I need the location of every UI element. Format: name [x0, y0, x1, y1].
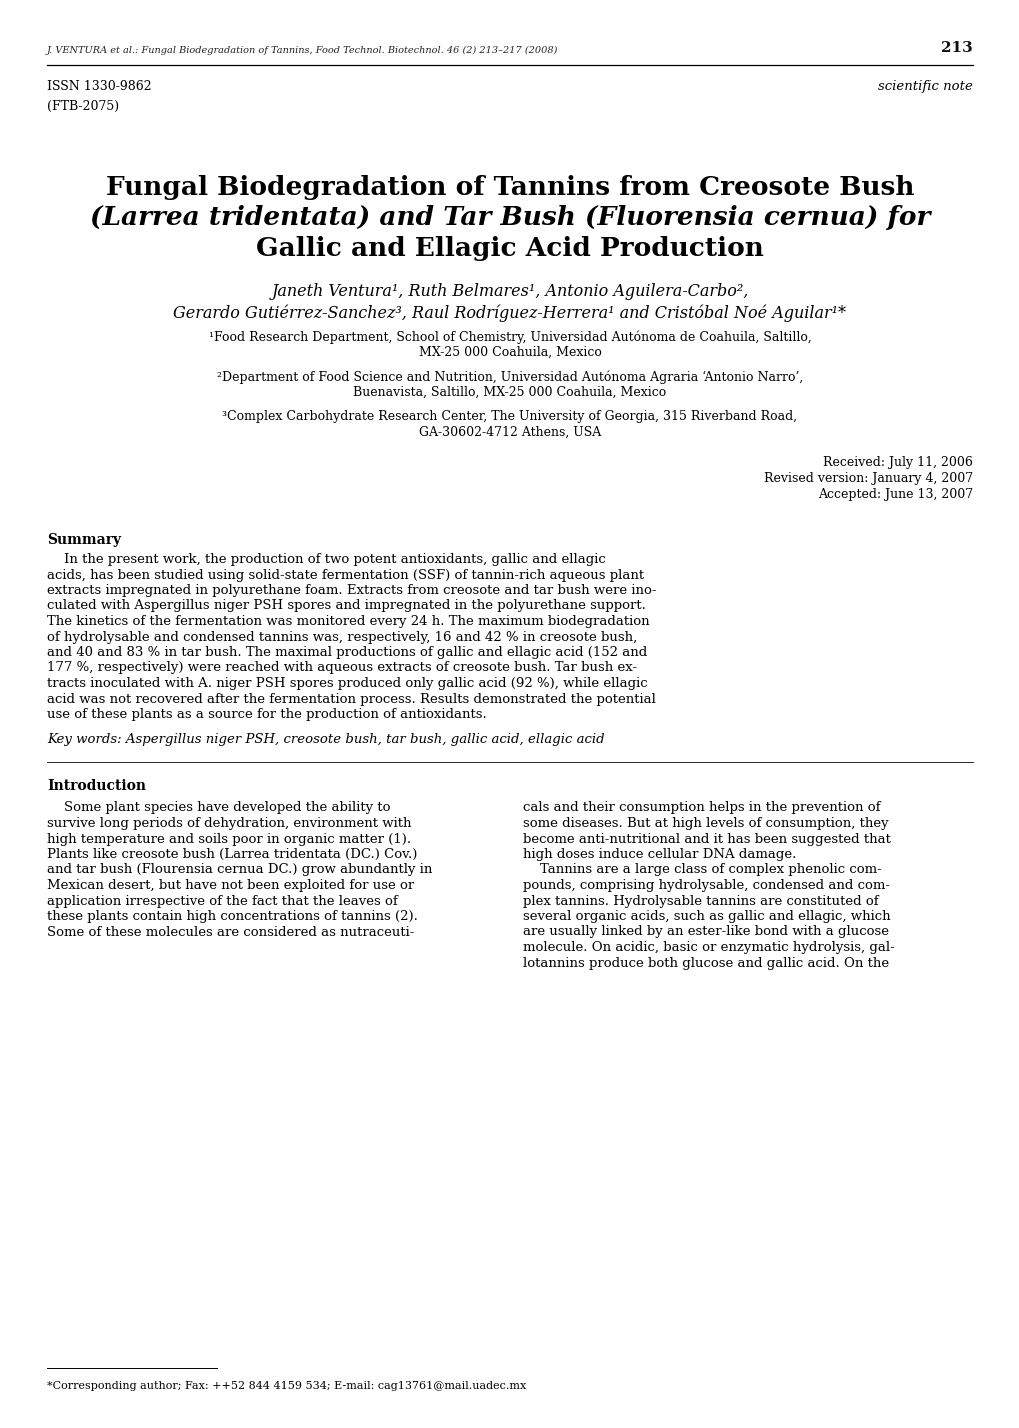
- Text: Gerardo Gutiérrez-Sanchez³, Raul Rodríguez-Herrera¹ and Cristóbal Noé Aguilar¹*: Gerardo Gutiérrez-Sanchez³, Raul Rodrígu…: [173, 304, 846, 321]
- Text: J. VENTURA et al.: Fungal Biodegradation of Tannins, Food Technol. Biotechnol. 4: J. VENTURA et al.: Fungal Biodegradation…: [47, 46, 557, 56]
- Text: Fungal Biodegradation of Tannins from Creosote Bush: Fungal Biodegradation of Tannins from Cr…: [106, 176, 913, 200]
- Text: (​Larrea tridentata​) and Tar Bush (​Fluorensia cernua​) for: (​Larrea tridentata​) and Tar Bush (​Flu…: [90, 206, 929, 230]
- Text: extracts impregnated in polyurethane foam. Extracts from creosote and tar bush w: extracts impregnated in polyurethane foa…: [47, 584, 656, 597]
- Text: high doses induce cellular DNA damage.: high doses induce cellular DNA damage.: [523, 848, 796, 861]
- Text: GA-30602-4712 Athens, USA: GA-30602-4712 Athens, USA: [419, 426, 600, 438]
- Text: ISSN 1330-9862: ISSN 1330-9862: [47, 80, 152, 93]
- Text: Received: July 11, 2006: Received: July 11, 2006: [822, 456, 972, 468]
- Text: pounds, comprising hydrolysable, condensed and com-: pounds, comprising hydrolysable, condens…: [523, 880, 890, 892]
- Text: Revised version: January 4, 2007: Revised version: January 4, 2007: [763, 473, 972, 486]
- Text: of hydrolysable and condensed tannins was, respectively, 16 and 42 % in creosote: of hydrolysable and condensed tannins wa…: [47, 631, 637, 644]
- Text: scientific note: scientific note: [877, 80, 972, 93]
- Text: Mexican desert, but have not been exploited for use or: Mexican desert, but have not been exploi…: [47, 880, 414, 892]
- Text: Some of these molecules are considered as nutraceuti-: Some of these molecules are considered a…: [47, 925, 414, 938]
- Text: Introduction: Introduction: [47, 780, 146, 794]
- Text: ¹Food Research Department, School of Chemistry, Universidad Autónoma de Coahuila: ¹Food Research Department, School of Che…: [209, 330, 810, 344]
- Text: MX-25 000 Coahuila, Mexico: MX-25 000 Coahuila, Mexico: [418, 346, 601, 358]
- Text: and tar bush (Flourensia cernua DC.) grow abundantly in: and tar bush (Flourensia cernua DC.) gro…: [47, 864, 432, 877]
- Text: Key words: Aspergillus niger PSH, creosote bush, tar bush, gallic acid, ellagic : Key words: Aspergillus niger PSH, creoso…: [47, 734, 604, 747]
- Text: acids, has been studied using solid-state fermentation (SSF) of tannin-rich aque: acids, has been studied using solid-stat…: [47, 568, 643, 581]
- Text: Some plant species have developed the ability to: Some plant species have developed the ab…: [47, 801, 390, 814]
- Text: several organic acids, such as gallic and ellagic, which: several organic acids, such as gallic an…: [523, 910, 890, 922]
- Text: The kinetics of the fermentation was monitored every 24 h. The maximum biodegrad: The kinetics of the fermentation was mon…: [47, 615, 649, 628]
- Text: ³Complex Carbohydrate Research Center, The University of Georgia, 315 Riverband : ³Complex Carbohydrate Research Center, T…: [222, 410, 797, 423]
- Text: *Corresponding author; Fax: ++52 844 4159 534; E-mail: cag13761@mail.uadec.mx: *Corresponding author; Fax: ++52 844 415…: [47, 1381, 526, 1391]
- Text: tracts inoculated with A. niger PSH spores produced only gallic acid (92 %), whi: tracts inoculated with A. niger PSH spor…: [47, 677, 647, 690]
- Text: lotannins produce both glucose and gallic acid. On the: lotannins produce both glucose and galli…: [523, 957, 889, 970]
- Text: become anti-nutritional and it has been suggested that: become anti-nutritional and it has been …: [523, 833, 890, 845]
- Text: cals and their consumption helps in the prevention of: cals and their consumption helps in the …: [523, 801, 879, 814]
- Text: use of these plants as a source for the production of antioxidants.: use of these plants as a source for the …: [47, 708, 486, 721]
- Text: Janeth Ventura¹, Ruth Belmares¹, Antonio Aguilera-Carbo²,: Janeth Ventura¹, Ruth Belmares¹, Antonio…: [271, 283, 748, 300]
- Text: 213: 213: [941, 41, 972, 56]
- Text: In the present work, the production of two potent antioxidants, gallic and ellag: In the present work, the production of t…: [47, 553, 605, 565]
- Text: these plants contain high concentrations of tannins (2).: these plants contain high concentrations…: [47, 910, 418, 922]
- Text: molecule. On acidic, basic or enzymatic hydrolysis, gal-: molecule. On acidic, basic or enzymatic …: [523, 941, 894, 954]
- Text: Tannins are a large class of complex phenolic com-: Tannins are a large class of complex phe…: [523, 864, 880, 877]
- Text: survive long periods of dehydration, environment with: survive long periods of dehydration, env…: [47, 817, 411, 830]
- Text: Summary: Summary: [47, 533, 121, 547]
- Text: Plants like creosote bush (Larrea tridentata (DC.) Cov.): Plants like creosote bush (Larrea triden…: [47, 848, 417, 861]
- Text: are usually linked by an ester-like bond with a glucose: are usually linked by an ester-like bond…: [523, 925, 889, 938]
- Text: and 40 and 83 % in tar bush. The maximal productions of gallic and ellagic acid : and 40 and 83 % in tar bush. The maximal…: [47, 645, 647, 658]
- Text: Accepted: June 13, 2007: Accepted: June 13, 2007: [817, 488, 972, 501]
- Text: Gallic and Ellagic Acid Production: Gallic and Ellagic Acid Production: [256, 236, 763, 261]
- Text: high temperature and soils poor in organic matter (1).: high temperature and soils poor in organ…: [47, 833, 411, 845]
- Text: 177 %, respectively) were reached with aqueous extracts of creosote bush. Tar bu: 177 %, respectively) were reached with a…: [47, 661, 637, 674]
- Text: culated with Aspergillus niger PSH spores and impregnated in the polyurethane su: culated with Aspergillus niger PSH spore…: [47, 600, 645, 613]
- Text: (FTB-2075): (FTB-2075): [47, 100, 119, 113]
- Text: acid was not recovered after the fermentation process. Results demonstrated the : acid was not recovered after the ferment…: [47, 693, 655, 705]
- Text: plex tannins. Hydrolysable tannins are constituted of: plex tannins. Hydrolysable tannins are c…: [523, 894, 877, 908]
- Text: ²Department of Food Science and Nutrition, Universidad Autónoma Agraria ‘Antonio: ²Department of Food Science and Nutritio…: [217, 370, 802, 384]
- Text: some diseases. But at high levels of consumption, they: some diseases. But at high levels of con…: [523, 817, 888, 830]
- Text: Buenavista, Saltillo, MX-25 000 Coahuila, Mexico: Buenavista, Saltillo, MX-25 000 Coahuila…: [353, 386, 666, 398]
- Text: application irrespective of the fact that the leaves of: application irrespective of the fact tha…: [47, 894, 397, 908]
